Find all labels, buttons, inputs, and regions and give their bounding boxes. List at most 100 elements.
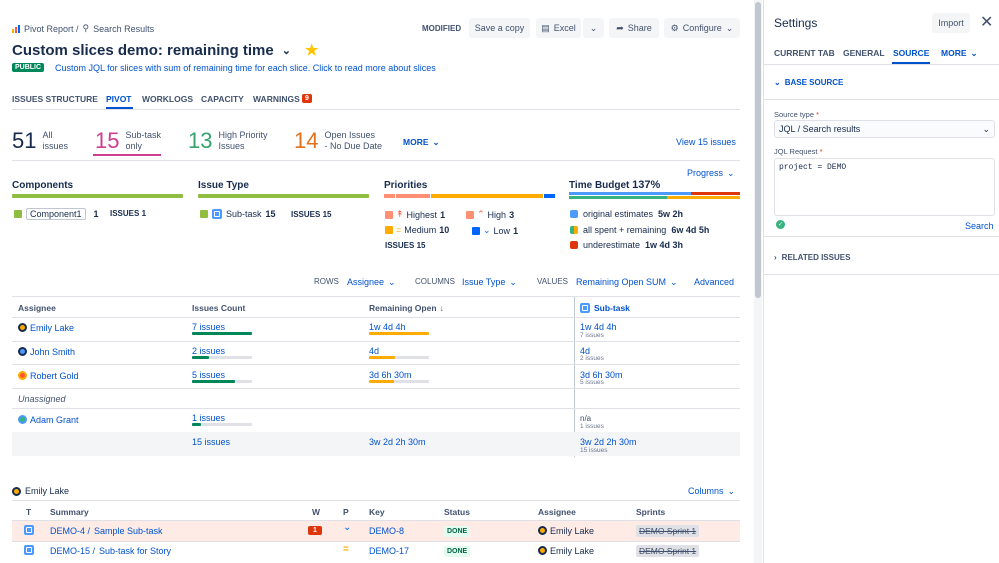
values-dropdown[interactable]: Remaining Open SUM ⌄ [576, 277, 678, 287]
import-button[interactable]: Import [932, 13, 970, 33]
chevron-down-icon: ⌄ [982, 123, 990, 134]
detail-header: Emily Lake [12, 486, 69, 496]
subtask-value[interactable]: 4d [580, 346, 591, 356]
remaining-link[interactable]: 4d [369, 346, 380, 356]
issue-summary[interactable]: DEMO-4 /Sample Sub-task [50, 526, 163, 536]
remaining-bar-fill [369, 380, 394, 383]
rows-dropdown[interactable]: Assignee ⌄ [347, 277, 396, 287]
priority-swatch [472, 226, 480, 235]
breadcrumb-root[interactable]: Pivot Report / [24, 23, 79, 34]
related-issues-toggle[interactable]: › RELATED ISSUES [774, 253, 851, 262]
public-badge: PUBLIC [12, 63, 45, 72]
tab-source[interactable]: SOURCE [893, 48, 930, 58]
share-button[interactable]: ➦ Share [609, 18, 659, 38]
tab-pivot[interactable]: PIVOT [106, 94, 132, 104]
subtask-value[interactable]: 1w 4d 4h [580, 322, 617, 332]
col-sprints[interactable]: Sprints [636, 507, 666, 517]
tab-current[interactable]: CURRENT TAB [774, 48, 835, 58]
breadcrumb-current[interactable]: Search Results [93, 23, 155, 34]
jql-textarea[interactable]: project = DEMO [774, 158, 995, 216]
remaining-bar-bg [369, 356, 429, 359]
more-summary-button[interactable]: MORE ⌄ [403, 137, 440, 147]
settings-panel: Settings Import ✕ CURRENT TAB GENERAL SO… [763, 0, 999, 563]
priority-bar-highest [384, 194, 396, 198]
col-remaining-open[interactable]: Remaining Open ↓ [369, 303, 444, 313]
col-p[interactable]: P [343, 507, 349, 517]
summary-open-issues[interactable]: 14 Open Issues - No Due Date [294, 128, 382, 154]
tab-warnings[interactable]: WARNINGS [253, 94, 300, 104]
remaining-link[interactable]: 3d 6h 30m [369, 370, 412, 380]
sprint-badge: DEMO Sprint 1 [636, 545, 700, 557]
report-description[interactable]: Custom JQL for slices with sum of remain… [55, 63, 436, 73]
assignee-name[interactable]: Robert Gold [30, 371, 79, 381]
save-copy-button[interactable]: Save a copy [469, 18, 530, 38]
col-summary[interactable]: Summary [50, 507, 89, 517]
col-assignee[interactable]: Assignee [18, 303, 56, 313]
close-icon[interactable]: ✕ [980, 14, 994, 31]
medium-priority-icon: = [396, 225, 402, 235]
tab-general[interactable]: GENERAL [843, 48, 885, 58]
issue-summary[interactable]: DEMO-15 /Sub-task for Story [50, 546, 172, 556]
issues-count-link[interactable]: 7 issues [192, 322, 226, 332]
title-dropdown-icon[interactable]: ⌄ [281, 44, 291, 57]
summary-subtask[interactable]: 15 Sub-task only [95, 128, 161, 154]
search-button[interactable]: Search [965, 221, 994, 231]
excel-button[interactable]: ▤ Excel [536, 18, 581, 38]
subtask-value[interactable]: 3d 6h 30m [580, 370, 623, 380]
settings-tabs-line [764, 64, 999, 65]
priority-low[interactable]: ⌄ Low 1 [472, 225, 518, 236]
excel-dropdown-button[interactable]: ⌄ [583, 18, 604, 38]
count-bar-fill [192, 423, 201, 426]
summary-high-priority[interactable]: 13 High Priority Issues [188, 128, 268, 154]
col-type[interactable]: T [26, 507, 32, 517]
col-w[interactable]: W [312, 507, 321, 517]
priority-label: Highest [406, 209, 438, 220]
sort-down-icon: ↓ [439, 303, 444, 313]
star-icon[interactable]: ★ [304, 42, 319, 59]
columns-dropdown[interactable]: Columns ⌄ [688, 486, 736, 496]
main-scrollbar[interactable] [754, 0, 762, 563]
col-detail-assignee[interactable]: Assignee [538, 507, 576, 517]
issue-key[interactable]: DEMO-8 [369, 526, 405, 536]
source-type-select[interactable]: JQL / Search results ⌄ [774, 120, 995, 138]
subtask-icon [24, 525, 34, 535]
priority-medium[interactable]: = Medium 10 [385, 225, 449, 235]
issue-key[interactable]: DEMO-17 [369, 546, 410, 556]
assignee-name[interactable]: Adam Grant [30, 415, 79, 425]
issues-count-link[interactable]: 1 issues [192, 413, 226, 423]
assignee-name[interactable]: Emily Lake [30, 323, 75, 333]
issues-count-link[interactable]: 2 issues [192, 346, 226, 356]
advanced-link[interactable]: Advanced [694, 277, 735, 287]
progress-dropdown[interactable]: Progress ⌄ [687, 168, 735, 178]
assignee-name[interactable]: John Smith [30, 347, 76, 357]
columns-dropdown[interactable]: Issue Type ⌄ [462, 277, 517, 287]
remaining-link[interactable]: 1w 4d 4h [369, 322, 406, 332]
scrollbar-thumb[interactable] [755, 2, 761, 298]
warnings-count-badge: 9 [302, 94, 312, 103]
summary-label: High Priority Issues [218, 130, 268, 151]
col-issues-count[interactable]: Issues Count [192, 303, 246, 313]
priority-highest[interactable]: ↟ Highest 1 [385, 209, 445, 220]
total-subtask-link[interactable]: 3w 2d 2h 30m [580, 437, 637, 447]
view-issues-link[interactable]: View 15 issues [676, 137, 736, 147]
tab-worklogs[interactable]: WORKLOGS [142, 94, 193, 104]
component-item[interactable]: Component1 1 [14, 208, 99, 220]
priority-high[interactable]: ⌃ High 3 [466, 209, 514, 220]
total-count-link[interactable]: 15 issues [192, 437, 231, 447]
total-remaining-link[interactable]: 3w 2d 2h 30m [369, 437, 426, 447]
configure-button[interactable]: ⚙ Configure ⌄ [664, 18, 740, 38]
col-status[interactable]: Status [444, 507, 470, 517]
tab-capacity[interactable]: CAPACITY [201, 94, 244, 104]
tab-issues-structure[interactable]: ISSUES STRUCTURE [12, 94, 98, 104]
summary-number: 15 [95, 128, 120, 153]
time-budget-spent [569, 196, 667, 199]
base-source-toggle[interactable]: ⌄ BASE SOURCE [774, 78, 844, 87]
tab-more[interactable]: MORE ⌄ [941, 48, 978, 58]
issues-count-link[interactable]: 5 issues [192, 370, 226, 380]
issue-type-item[interactable]: Sub-task 15 [200, 209, 276, 219]
avatar [538, 526, 547, 535]
col-key[interactable]: Key [369, 507, 385, 517]
summary-all[interactable]: 51 All issues [12, 128, 68, 154]
col-subtask[interactable]: Sub-task [580, 303, 630, 313]
list-item[interactable] [12, 521, 740, 541]
